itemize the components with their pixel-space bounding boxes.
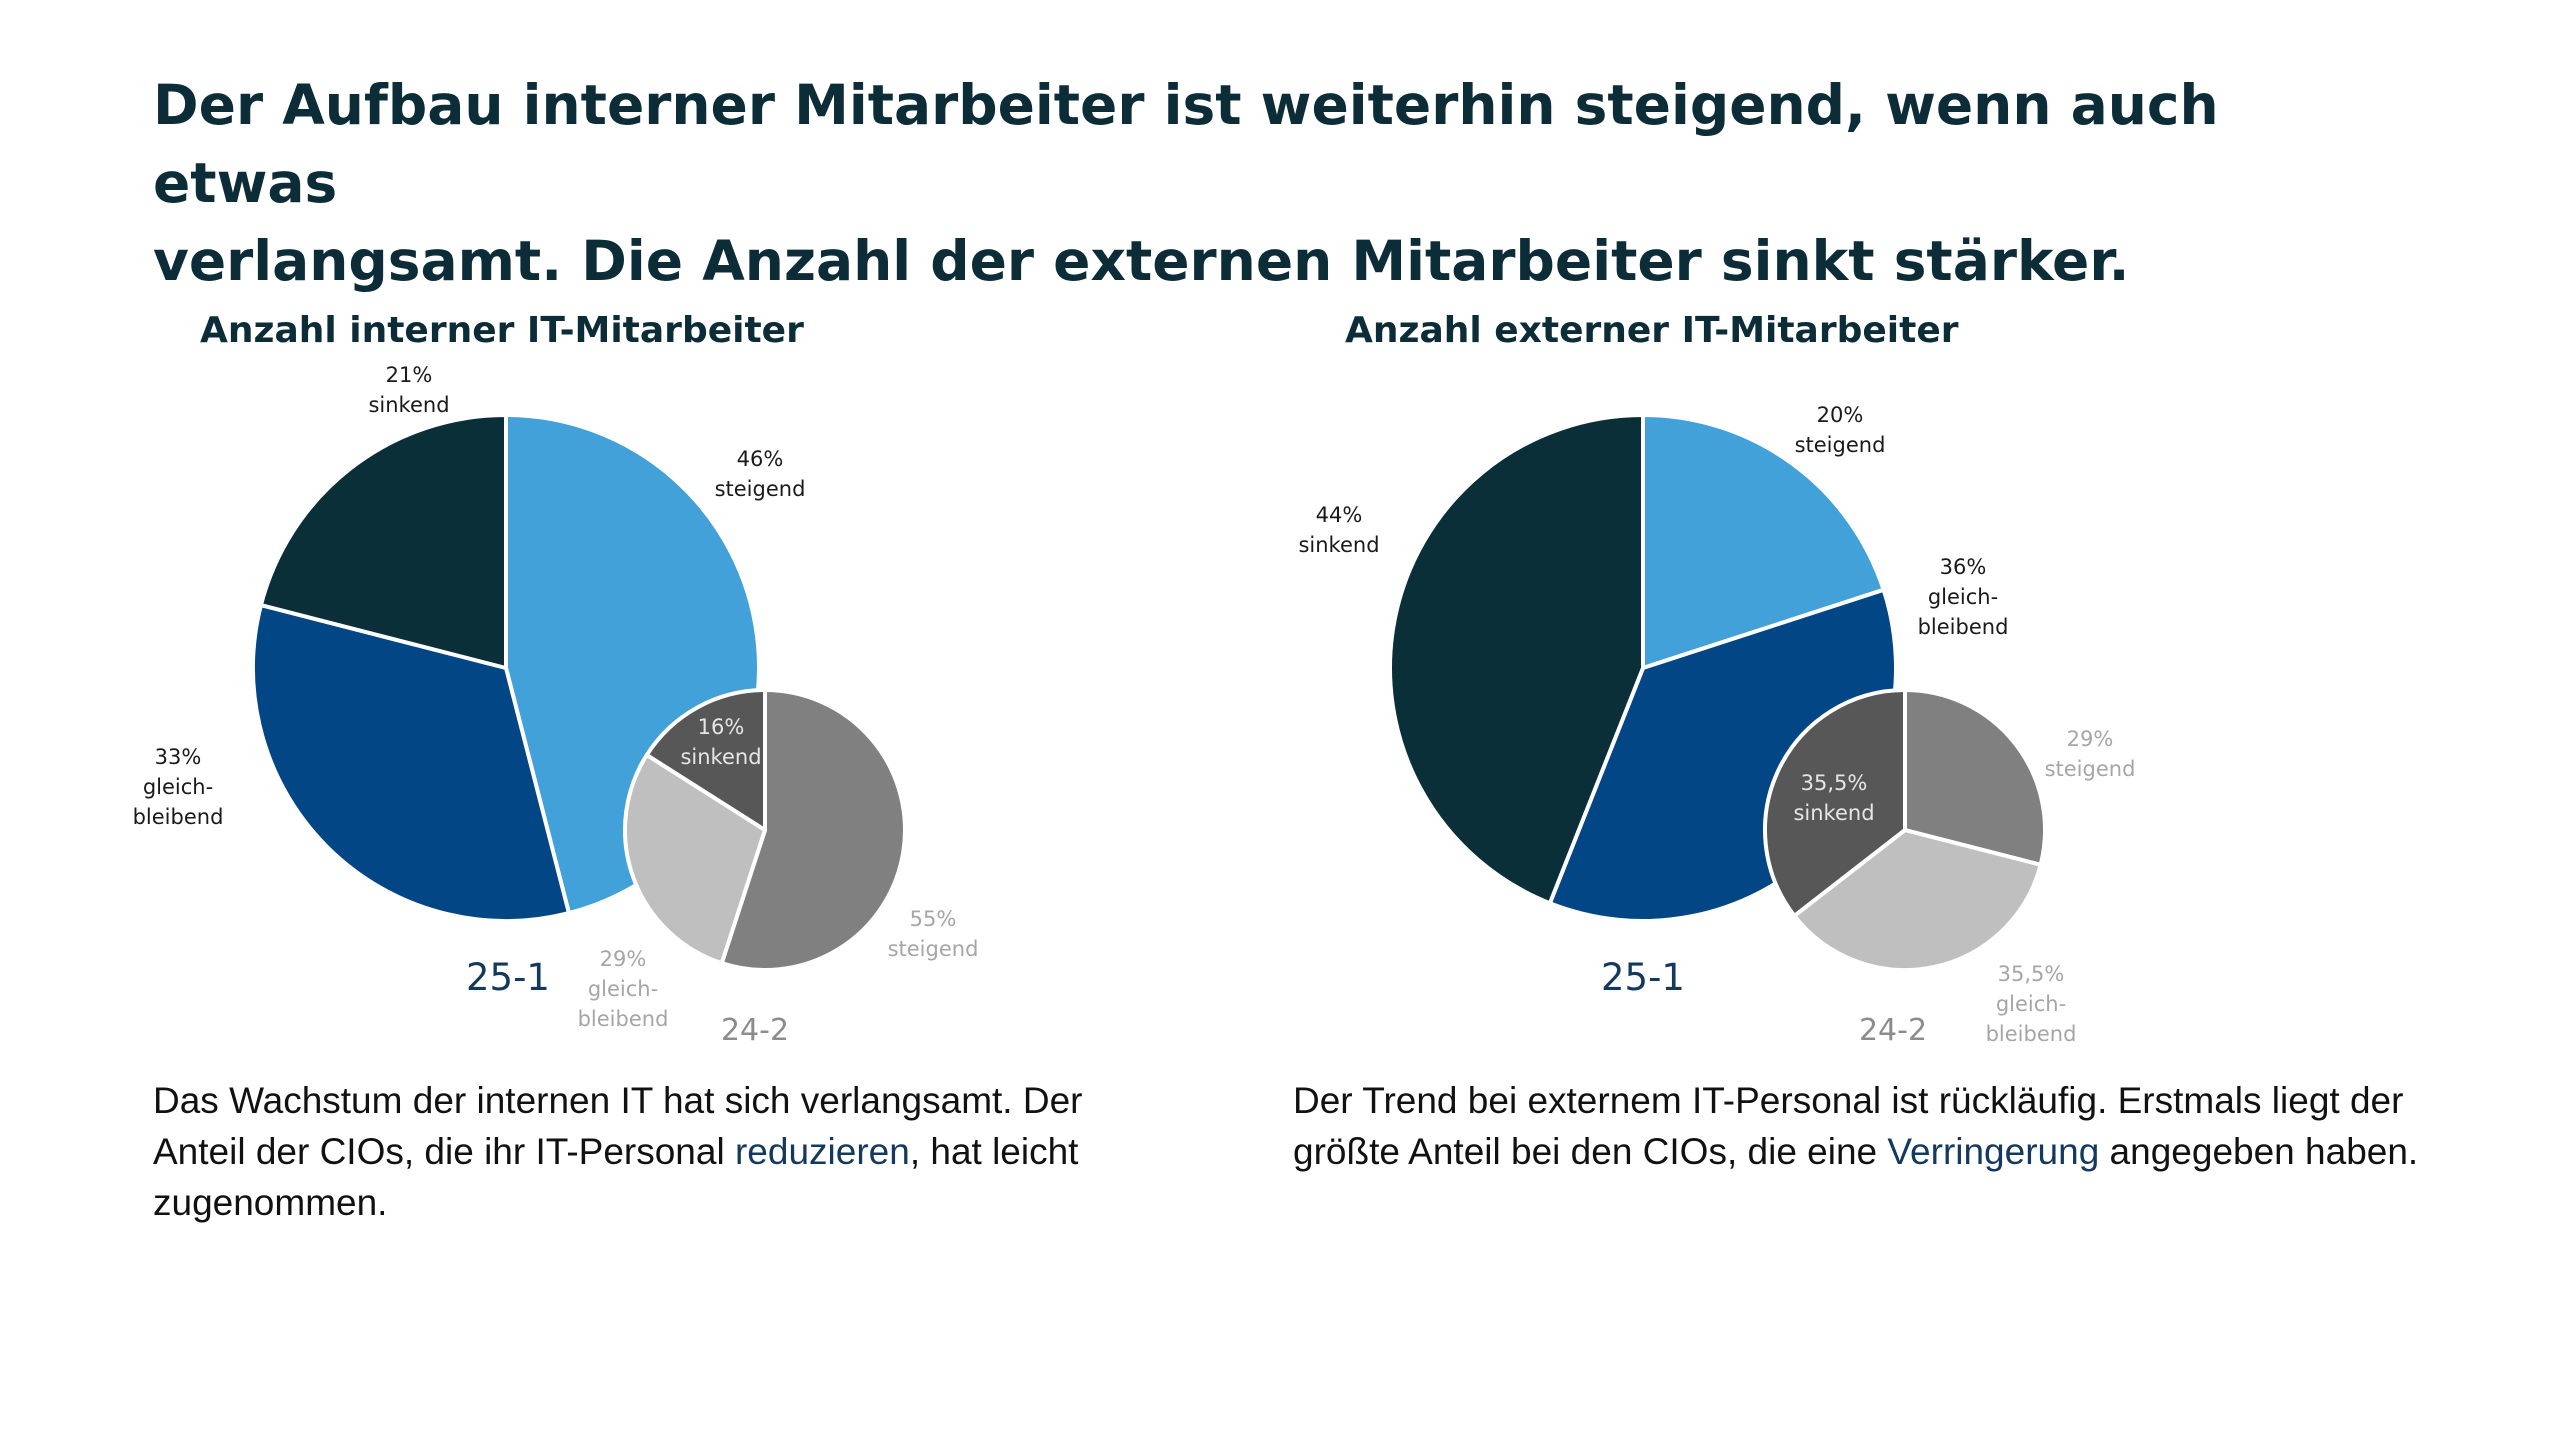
- caption-external-highlight: Verringerung: [1887, 1131, 2100, 1172]
- label-int25-gleich-pct: 33%: [155, 745, 202, 769]
- label-int24-steigend-pct: 55%: [910, 907, 957, 931]
- chart-title-external: Anzahl externer IT-Mitarbeiter: [1345, 310, 1959, 351]
- slice-steigend-25-1: [1641, 413, 1886, 670]
- label-int25-sinkend-cat: sinkend: [368, 393, 449, 417]
- label-int24-gleich-l2: bleibend: [578, 1007, 669, 1031]
- caption-internal: Das Wachstum der internen IT hat sich ve…: [153, 1075, 1153, 1228]
- slice-steigend-24-2: [719, 688, 907, 972]
- label-int24-sinkend-pct: 16%: [698, 715, 745, 739]
- pie-0-24-2: [623, 688, 907, 972]
- pie-1-24-2: [1763, 688, 2047, 972]
- series-label-internal-25-1: 25-1: [466, 956, 550, 999]
- label-ext24-gleich-l2: bleibend: [1986, 1022, 2077, 1046]
- label-int25-gleich-l1: gleich-: [143, 775, 213, 799]
- headline-line-2: verlangsamt. Die Anzahl der externen Mit…: [153, 229, 2130, 293]
- label-ext25-gleich-l1: gleich-: [1928, 585, 1998, 609]
- series-label-external-24-2: 24-2: [1859, 1013, 1927, 1048]
- slice-sinkend-24-2: [1763, 688, 1907, 918]
- chart-title-internal: Anzahl interner IT-Mitarbeiter: [200, 310, 804, 351]
- label-int24-steigend-cat: steigend: [888, 937, 979, 961]
- slice-gleichbleibend-24-2: [1792, 828, 2043, 972]
- label-ext24-gleich-l1: gleich-: [1996, 992, 2066, 1016]
- caption-internal-end: , hat leicht zugenommen.: [153, 1131, 1079, 1223]
- label-ext25-steigend-pct: 20%: [1817, 403, 1864, 427]
- label-ext25-gleich-pct: 36%: [1940, 555, 1987, 579]
- label-int24-gleich-pct: 29%: [600, 947, 647, 971]
- series-label-external-25-1: 25-1: [1601, 956, 1685, 999]
- label-ext25-steigend-cat: steigend: [1795, 433, 1886, 457]
- slice-sinkend-25-1: [258, 413, 508, 670]
- caption-internal-text: Das Wachstum der internen IT hat sich ve…: [153, 1080, 1083, 1172]
- label-ext25-sinkend-cat: sinkend: [1298, 533, 1379, 557]
- caption-external-end: angegeben haben.: [2099, 1131, 2419, 1172]
- label-int25-steigend-pct: 46%: [737, 447, 784, 471]
- headline-line-1: Der Aufbau interner Mitarbeiter ist weit…: [153, 73, 2219, 215]
- slice-sinkend-24-2: [644, 688, 767, 832]
- label-int25-sinkend-pct: 21%: [386, 363, 433, 387]
- label-ext24-steigend-cat: steigend: [2045, 757, 2136, 781]
- caption-internal-highlight: reduzieren: [734, 1131, 910, 1172]
- page-headline: Der Aufbau interner Mitarbeiter ist weit…: [153, 66, 2403, 300]
- label-ext24-steigend-pct: 29%: [2067, 727, 2114, 751]
- label-ext24-sinkend-cat: sinkend: [1793, 801, 1874, 825]
- slice-sinkend-25-1: [1388, 413, 1645, 906]
- slice-gleichbleibend-24-2: [623, 752, 767, 966]
- caption-external: Der Trend bei externem IT-Personal ist r…: [1293, 1075, 2493, 1177]
- label-ext25-sinkend-pct: 44%: [1316, 503, 1363, 527]
- caption-external-text: Der Trend bei externem IT-Personal ist r…: [1293, 1080, 2404, 1172]
- label-ext24-sinkend-pct: 35,5%: [1801, 771, 1868, 795]
- slice-gleichbleibend-25-1: [251, 603, 571, 923]
- label-int25-steigend-cat: steigend: [715, 477, 806, 501]
- slice-steigend-24-2: [1903, 688, 2047, 867]
- label-int24-gleich-l1: gleich-: [588, 977, 658, 1001]
- series-label-internal-24-2: 24-2: [721, 1013, 789, 1048]
- label-int24-sinkend-cat: sinkend: [680, 745, 761, 769]
- pie-0-25-1: [251, 413, 761, 923]
- label-int25-gleich-l2: bleibend: [133, 805, 224, 829]
- label-ext25-gleich-l2: bleibend: [1918, 615, 2009, 639]
- label-ext24-gleich-pct: 35,5%: [1998, 962, 2065, 986]
